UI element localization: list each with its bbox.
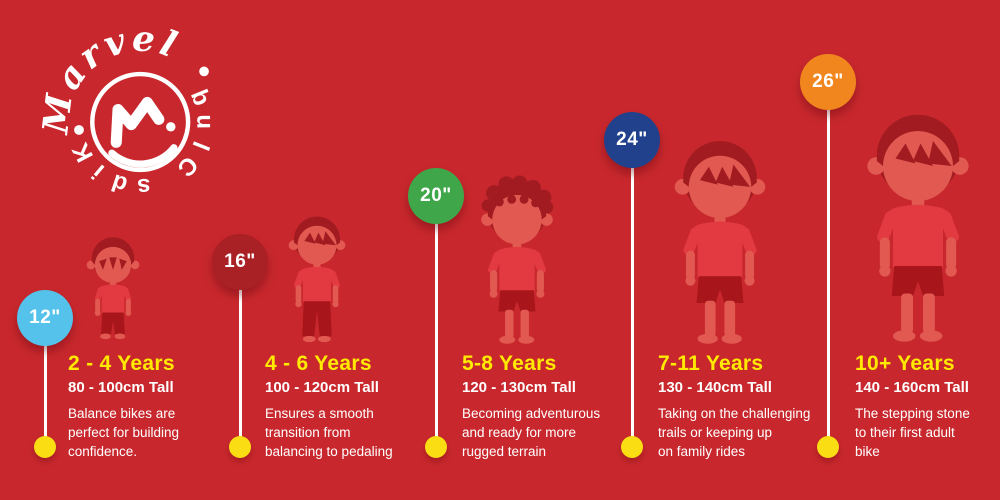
height-range-label: 130 - 140cm Tall [658,379,772,396]
svg-text:b: b [185,86,216,110]
wheel-size-badge: 26" [800,54,856,110]
column-text: 5-8 Years 120 - 130cm Tall Becoming adve… [462,352,667,462]
height-range-label: 100 - 120cm Tall [265,379,379,396]
child-figure-curly [464,169,570,348]
badge-stem-line [826,82,830,447]
badge-stem-line [630,140,634,447]
age-range-label: 5-8 Years [462,352,557,375]
logo-accent-dot [199,66,209,77]
column-text: 2 - 4 Years 80 - 100cm Tall Balance bike… [68,352,273,462]
child-figure-boy [843,95,993,347]
logo-accent-dot [74,125,84,135]
column-text: 7-11 Years 130 - 140cm Tall Taking on th… [658,352,863,462]
age-range-label: 10+ Years [855,352,955,375]
description-text: Ensures a smooth transition from balanci… [265,406,393,459]
description-text: Becoming adventurous and ready for more … [462,406,601,459]
svg-text:i: i [87,159,110,184]
badge-stem-line [43,318,47,447]
description-text: Balance bikes are perfect for building c… [68,406,180,459]
height-range-label: 120 - 130cm Tall [462,379,576,396]
svg-text:l: l [187,138,215,154]
age-range-label: 7-11 Years [658,352,764,375]
timeline-dot [621,436,643,458]
column-text: 4 - 6 Years 100 - 120cm Tall Ensures a s… [265,352,470,462]
timeline-dot [425,436,447,458]
child-figure-toddler [74,226,152,342]
wheel-size-badge: 16" [212,234,268,290]
height-range-label: 140 - 160cm Tall [855,379,969,396]
wheel-size-badge: 20" [408,168,464,224]
age-range-label: 2 - 4 Years [68,352,175,375]
badge-stem-line [238,262,242,447]
child-figure-boy [653,124,787,348]
logo-swoosh [108,144,178,168]
logo-ring [90,71,191,173]
timeline-dot [34,436,56,458]
logo-m-dot [166,122,176,132]
svg-text:K: K [67,138,99,167]
child-figure-boy-pants [275,206,359,346]
wheel-size-badge: 12" [17,290,73,346]
logo-m-mark [110,96,165,148]
description-text: The stepping stone to their first adult … [855,406,970,459]
height-range-label: 80 - 100cm Tall [68,379,174,396]
description-text: Taking on the challenging trails or keep… [658,406,811,459]
wheel-size-badge: 24" [604,112,660,168]
badge-stem-line [434,196,438,447]
svg-text:u: u [191,114,218,129]
column-text: 10+ Years 140 - 160cm Tall The stepping … [855,352,1000,462]
timeline-dot [229,436,251,458]
timeline-dot [817,436,839,458]
svg-text:d: d [108,168,130,198]
age-range-label: 4 - 6 Years [265,352,372,375]
svg-text:s: s [136,173,151,201]
